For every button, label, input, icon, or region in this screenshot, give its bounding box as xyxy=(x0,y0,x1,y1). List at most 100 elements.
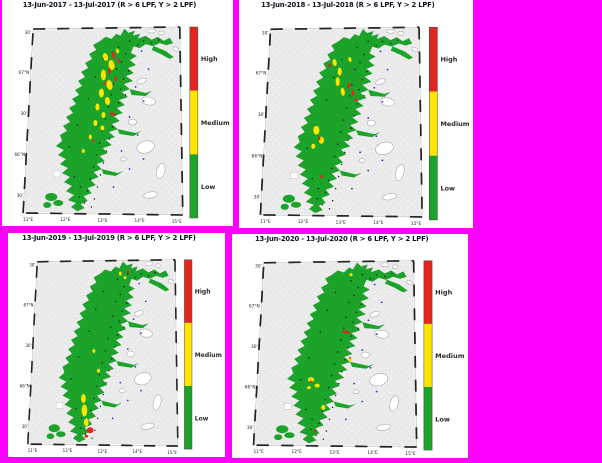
risk-patches xyxy=(311,57,358,179)
xtick-label: 13°E xyxy=(329,450,340,455)
legend-medium-label: Medium xyxy=(435,352,465,360)
high-risk-patch xyxy=(84,434,89,438)
medium-risk-patch xyxy=(340,87,345,96)
legend-high-label: High xyxy=(195,288,211,295)
ytick-label: 30' xyxy=(21,111,27,116)
high-risk-patch xyxy=(341,330,350,334)
high-risk-patch xyxy=(86,427,94,434)
legend-high-label: High xyxy=(201,55,218,63)
xtick-label: 12°E xyxy=(291,449,302,454)
map-frame xyxy=(22,26,184,216)
high-risk-patch xyxy=(351,89,355,96)
xtick-label: 11°E xyxy=(254,449,265,454)
medium-risk-patch xyxy=(332,59,337,67)
ytick-label: 30' xyxy=(25,343,31,348)
high-risk-patch xyxy=(347,82,351,90)
risk-map: 30' 67°N 30' 66°N 30' 11°E 12°E 13°E 14°… xyxy=(20,258,222,455)
ytick-label: 30' xyxy=(25,30,31,35)
high-risk-patch xyxy=(111,51,116,59)
risk-map: 30' 67°N 30' 66°N 30' 11°E 12°E 13°E 14°… xyxy=(15,26,230,224)
xtick-label: 14°E xyxy=(133,449,143,454)
ytick-label: 30' xyxy=(22,424,28,429)
medium-risk-patch xyxy=(314,383,320,388)
map-panel-2018: 13-Jun-2018 - 13-Jul-2018 (R > 6 LPF, Y … xyxy=(239,0,473,228)
medium-risk-patch xyxy=(311,143,316,149)
high-risk-patch xyxy=(328,63,331,68)
ytick-label: 30' xyxy=(251,344,258,349)
medium-risk-patch xyxy=(97,368,100,373)
medium-risk-patch xyxy=(347,358,353,362)
ytick-label: 66°N xyxy=(15,152,26,157)
medium-risk-patch xyxy=(106,80,113,90)
medium-risk-patch xyxy=(104,97,111,105)
high-risk-patch xyxy=(314,429,317,433)
risk-patches xyxy=(81,48,120,153)
medium-risk-patch xyxy=(118,271,122,276)
high-risk-patch xyxy=(109,112,116,116)
ytick-label: 66°N xyxy=(245,385,256,390)
medium-risk-patch xyxy=(101,112,106,118)
high-risk-patch xyxy=(309,380,313,383)
medium-risk-patch xyxy=(306,386,312,390)
risk-colorbar xyxy=(428,26,438,221)
map-frame xyxy=(259,26,423,218)
xtick-label: 11°E xyxy=(260,219,271,225)
medium-risk-patch xyxy=(98,88,104,98)
ytick-label: 30' xyxy=(262,30,269,36)
legend-high-label: High xyxy=(440,56,457,64)
medium-risk-patch xyxy=(115,48,120,54)
map-panel-2019: 13-Jun-2019 - 13-Jul-2019 (R > 6 LPF, Y … xyxy=(8,233,225,457)
map-panel-2020: 13-Jun-2020 - 13-Jul-2020 (R > 6 LPF, Y … xyxy=(232,234,468,458)
xtick-label: 13°E xyxy=(97,218,107,223)
high-risk-patch xyxy=(114,76,117,82)
high-risk-patch xyxy=(319,175,323,179)
panel-title: 13-Jun-2018 - 13-Jul-2018 (R > 6 LPF, Y … xyxy=(261,1,435,9)
legend-medium-label: Medium xyxy=(195,352,222,359)
xtick-label: 15°E xyxy=(167,450,177,455)
risk-patches xyxy=(306,273,353,433)
legend-medium-label: Medium xyxy=(440,120,469,128)
high-risk-patch xyxy=(348,356,352,359)
medium-risk-patch xyxy=(81,149,85,153)
medium-risk-patch xyxy=(307,377,315,383)
xtick-label: 11°E xyxy=(28,448,38,453)
xtick-label: 15°E xyxy=(405,451,416,456)
risk-colorbar xyxy=(184,259,193,450)
xtick-label: 14°E xyxy=(135,218,145,223)
ytick-label: 30' xyxy=(258,112,265,118)
legend-low-label: Low xyxy=(435,415,450,423)
xtick-label: 14°E xyxy=(373,220,384,226)
medium-risk-patch xyxy=(313,125,320,135)
risk-map: 30' 67°N 30' 66°N 30' 11°E 12°E 13°E 14°… xyxy=(252,26,470,227)
xtick-label: 12°E xyxy=(298,219,309,225)
legend-high-label: High xyxy=(435,289,452,297)
xtick-label: 12°E xyxy=(60,217,70,222)
xtick-label: 15°E xyxy=(411,221,422,227)
risk-patches xyxy=(81,270,129,438)
medium-risk-patch xyxy=(95,103,100,111)
high-risk-patch xyxy=(318,136,321,141)
xtick-label: 11°E xyxy=(23,217,33,222)
ytick-label: 30' xyxy=(17,193,23,198)
medium-risk-patch xyxy=(100,69,106,81)
ytick-label: 66°N xyxy=(20,384,30,389)
legend-low-label: Low xyxy=(195,415,209,422)
medium-risk-patch xyxy=(83,418,89,427)
ytick-label: 30' xyxy=(29,263,35,268)
medium-risk-patch xyxy=(335,77,340,87)
map-frame xyxy=(252,259,418,448)
risk-colorbar xyxy=(423,260,433,451)
high-risk-patch xyxy=(92,139,95,143)
map-frame xyxy=(27,258,179,447)
medium-risk-patch xyxy=(337,67,342,76)
medium-risk-patch xyxy=(349,273,353,277)
legend-medium-label: Medium xyxy=(201,119,230,127)
medium-risk-patch xyxy=(100,125,105,131)
ytick-label: 67°N xyxy=(24,302,34,307)
high-risk-patch xyxy=(354,98,358,102)
ytick-label: 30' xyxy=(254,195,261,201)
ytick-label: 30' xyxy=(255,264,262,269)
ytick-label: 67°N xyxy=(256,71,267,77)
xtick-label: 14°E xyxy=(367,450,378,455)
